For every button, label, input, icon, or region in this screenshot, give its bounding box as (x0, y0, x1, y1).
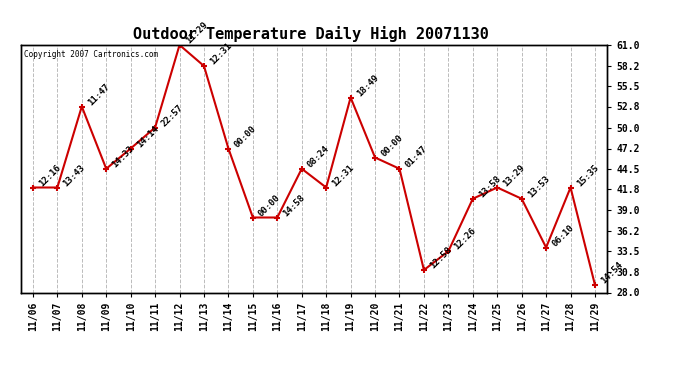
Text: 12:16: 12:16 (37, 163, 63, 188)
Text: 12:31: 12:31 (208, 41, 233, 67)
Text: 13:58: 13:58 (477, 174, 502, 200)
Text: 14:33: 14:33 (110, 144, 136, 170)
Text: 11:47: 11:47 (86, 82, 111, 107)
Text: 00:00: 00:00 (257, 193, 282, 218)
Text: 11:29: 11:29 (184, 20, 209, 46)
Text: 14:54: 14:54 (599, 260, 624, 286)
Text: 00:00: 00:00 (380, 133, 404, 158)
Text: 14:14: 14:14 (135, 124, 160, 149)
Text: 00:00: 00:00 (233, 124, 258, 149)
Text: Outdoor Temperature Daily High 20071130: Outdoor Temperature Daily High 20071130 (132, 26, 489, 42)
Text: 12:26: 12:26 (453, 226, 478, 252)
Text: 18:49: 18:49 (355, 73, 380, 98)
Text: 14:58: 14:58 (282, 193, 307, 218)
Text: 12:31: 12:31 (331, 163, 356, 188)
Text: 13:29: 13:29 (502, 163, 526, 188)
Text: 15:35: 15:35 (575, 163, 600, 188)
Text: 22:57: 22:57 (159, 103, 185, 128)
Text: 13:53: 13:53 (526, 174, 551, 200)
Text: 12:58: 12:58 (428, 245, 453, 271)
Text: 06:10: 06:10 (550, 223, 575, 248)
Text: 13:43: 13:43 (61, 163, 87, 188)
Text: 08:24: 08:24 (306, 144, 331, 170)
Text: 01:47: 01:47 (404, 144, 429, 170)
Text: Copyright 2007 Cartronics.com: Copyright 2007 Cartronics.com (23, 50, 158, 59)
